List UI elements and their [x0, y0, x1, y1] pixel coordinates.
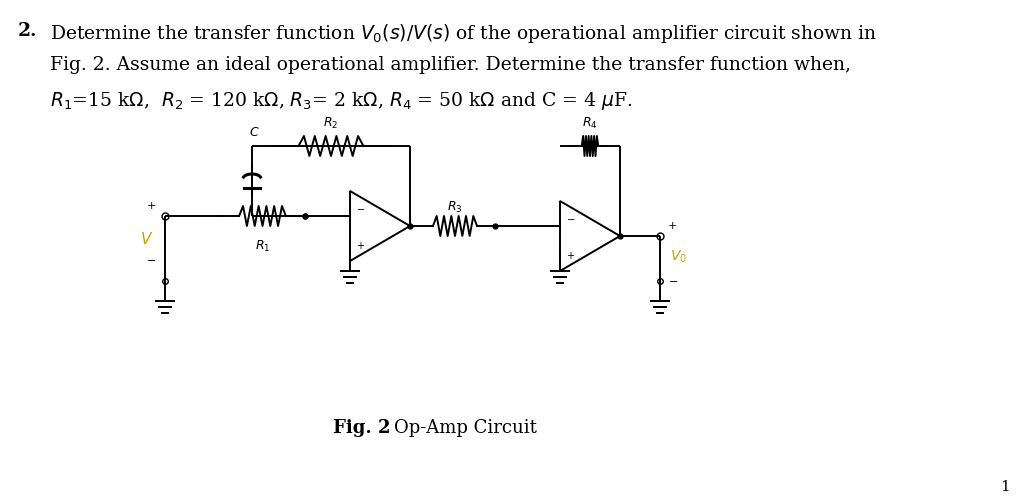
Text: $-$: $-$ [356, 203, 366, 213]
Text: $R_3$: $R_3$ [447, 199, 463, 214]
Text: $-$: $-$ [668, 275, 678, 285]
Text: $R_1$: $R_1$ [255, 238, 270, 254]
Text: $R_4$: $R_4$ [583, 116, 598, 131]
Text: $C$: $C$ [249, 126, 259, 139]
Text: 2.: 2. [18, 22, 38, 40]
Text: 1: 1 [1000, 479, 1010, 493]
Text: $V_0$: $V_0$ [670, 248, 687, 265]
Text: $-$: $-$ [146, 254, 156, 264]
Text: Op-Amp Circuit: Op-Amp Circuit [394, 418, 537, 436]
Text: Fig. 2: Fig. 2 [333, 418, 390, 436]
Text: +: + [668, 220, 677, 230]
Text: Determine the transfer function $\mathit{V}_0\mathit{(s)}/\mathit{V}\mathit{(s)}: Determine the transfer function $\mathit… [50, 22, 878, 45]
Text: $R_1$=15 k$\Omega$,  $R_2$ = 120 k$\Omega$, $R_3$= 2 k$\Omega$, $R_4$ = 50 k$\Om: $R_1$=15 k$\Omega$, $R_2$ = 120 k$\Omega… [50, 90, 632, 112]
Text: $+$: $+$ [356, 239, 365, 250]
Text: +: + [146, 200, 156, 210]
Text: $-$: $-$ [566, 213, 575, 223]
Text: $V$: $V$ [140, 230, 154, 246]
Text: Fig. 2. Assume an ideal operational amplifier. Determine the transfer function w: Fig. 2. Assume an ideal operational ampl… [50, 56, 851, 74]
Text: $R_2$: $R_2$ [324, 116, 339, 131]
Text: $+$: $+$ [566, 249, 575, 261]
